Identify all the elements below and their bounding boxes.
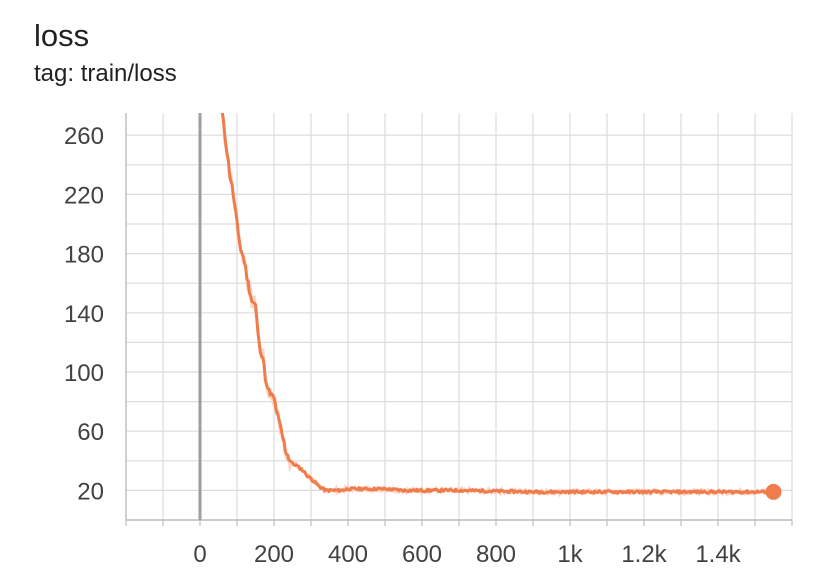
x-tick-label: 1.4k (695, 541, 741, 568)
y-axis-ticks: 20 60 100 140 180 220 260 (64, 123, 104, 505)
grid (126, 113, 793, 521)
y-tick-label: 220 (64, 182, 104, 209)
series-layer (220, 113, 782, 500)
chart-subtitle: tag: train/loss (34, 60, 177, 87)
x-tick-label: 400 (328, 541, 368, 568)
last-point-marker (765, 483, 782, 500)
raw-loss-line (220, 113, 774, 498)
x-tick-label: 200 (254, 541, 294, 568)
x-axis-ticks: 0 200 400 600 800 1k 1.2k 1.4k (125, 520, 793, 568)
x-tick-label: 1.2k (621, 541, 667, 568)
y-tick-label: 60 (77, 419, 104, 446)
y-tick-label: 140 (64, 301, 104, 328)
x-tick-label: 0 (193, 541, 206, 568)
x-tick-label: 1k (557, 541, 583, 568)
y-tick-label: 180 (64, 242, 104, 269)
y-tick-label: 20 (77, 478, 104, 505)
chart-title: loss (34, 18, 90, 53)
x-tick-label: 600 (402, 541, 442, 568)
y-tick-label: 100 (64, 360, 104, 387)
y-tick-label: 260 (64, 123, 104, 150)
x-tick-label: 800 (476, 541, 516, 568)
loss-line (220, 113, 775, 495)
